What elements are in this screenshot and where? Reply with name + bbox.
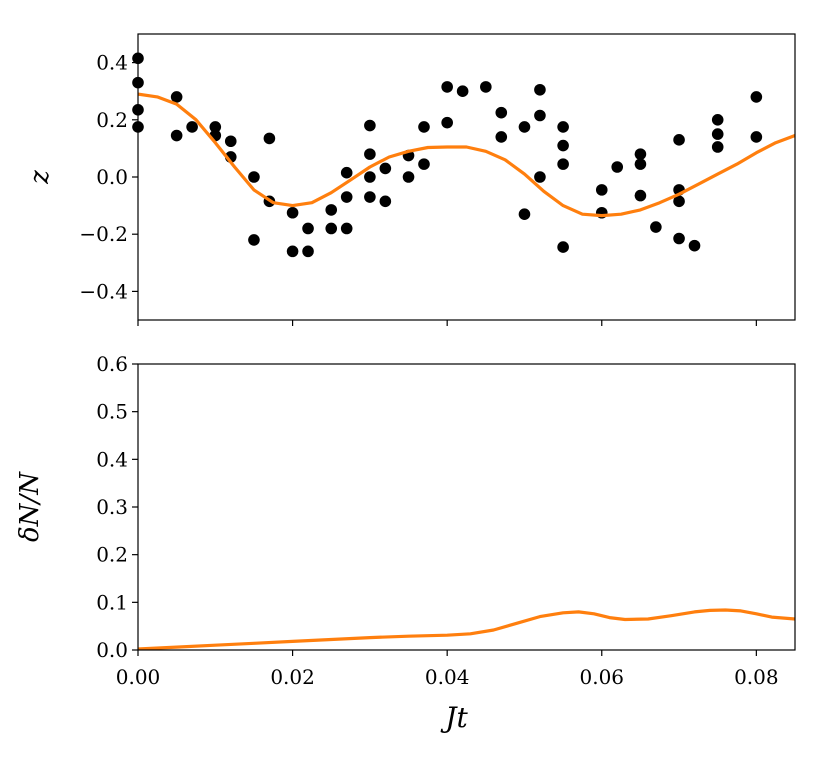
data-point <box>750 91 763 103</box>
data-point <box>364 119 376 132</box>
data-point <box>186 121 198 133</box>
data-point <box>224 135 237 148</box>
data-point <box>534 109 546 122</box>
data-point <box>302 222 314 235</box>
data-point <box>557 158 569 170</box>
y-tick-label: 0.3 <box>96 495 128 519</box>
data-point <box>325 204 338 216</box>
y-tick-label: 0.0 <box>96 638 128 662</box>
data-point <box>364 148 376 160</box>
y-tick-label: −0.4 <box>79 279 128 303</box>
data-point <box>170 129 183 142</box>
panel-2: 0.6 0.5 0.4 0.3 0.2 0.1 0.0 0.00 0.02 0.04 0.06 0.0… <box>15 352 796 734</box>
series-line <box>138 608 795 650</box>
axes-frame <box>137 363 796 651</box>
x-tick-label: 0.00 <box>116 665 161 689</box>
x-tick-label: 0.04 <box>425 665 470 689</box>
y-tick-label: −0.2 <box>79 222 128 246</box>
data-point <box>495 131 508 143</box>
data-point <box>480 81 492 93</box>
y-axis-label: δN/N <box>15 471 45 542</box>
data-point <box>379 195 392 208</box>
y-tick-label: 0.4 <box>96 447 128 471</box>
data-point <box>441 81 453 93</box>
data-point <box>456 85 469 97</box>
data-point <box>379 162 392 175</box>
data-point <box>418 158 430 170</box>
y-tick-label: 0.2 <box>96 108 128 132</box>
data-point <box>302 245 314 258</box>
data-point <box>441 116 453 129</box>
x-tick-label: 0.06 <box>579 665 624 689</box>
data-point <box>711 128 724 140</box>
y-tick-label: 0.0 <box>96 165 128 189</box>
data-point <box>557 241 569 253</box>
axes-frame <box>137 33 796 321</box>
data-point <box>518 121 531 133</box>
y-tick-label: 0.4 <box>96 51 128 75</box>
data-point <box>286 245 299 258</box>
data-point <box>402 171 415 183</box>
data-point <box>750 131 763 143</box>
data-point <box>340 166 353 179</box>
y-tick-label: 0.5 <box>96 400 128 424</box>
data-point <box>518 208 531 220</box>
data-point <box>688 239 701 252</box>
x-tick-label: 0.02 <box>270 665 315 689</box>
data-point <box>534 171 546 183</box>
data-point <box>286 206 299 219</box>
panel-1: 0.4 0.2 0.0 −0.2 −0.4 z <box>25 33 796 326</box>
data-point <box>364 191 376 203</box>
data-point <box>170 91 183 103</box>
scatter-points <box>132 52 763 258</box>
data-point <box>418 121 430 133</box>
y-axis-label: z <box>25 170 55 185</box>
data-point <box>634 189 647 202</box>
data-point <box>495 106 508 119</box>
y-tick-label: 0.1 <box>96 590 128 614</box>
data-point <box>673 232 685 245</box>
data-point <box>248 234 260 246</box>
data-point <box>364 171 376 183</box>
data-point <box>340 191 353 203</box>
data-point <box>557 121 569 133</box>
y-tick-label: 0.6 <box>96 352 128 376</box>
data-point <box>534 83 546 96</box>
data-point <box>595 184 608 196</box>
data-point <box>711 114 724 126</box>
data-point <box>611 161 624 173</box>
y-tick-label: 0.2 <box>96 543 128 567</box>
data-point <box>557 139 569 152</box>
data-point <box>634 158 647 170</box>
data-point <box>248 171 260 183</box>
x-tick-label: 0.08 <box>734 665 779 689</box>
data-point <box>325 222 338 235</box>
data-point <box>650 221 662 233</box>
data-point <box>711 141 724 153</box>
data-point <box>340 222 353 235</box>
data-point <box>673 195 685 208</box>
data-point <box>673 134 685 146</box>
data-point <box>209 121 222 133</box>
data-point <box>263 132 276 145</box>
data-point <box>634 148 647 160</box>
x-axis-label: Jt <box>440 701 468 734</box>
series-line <box>138 92 795 218</box>
